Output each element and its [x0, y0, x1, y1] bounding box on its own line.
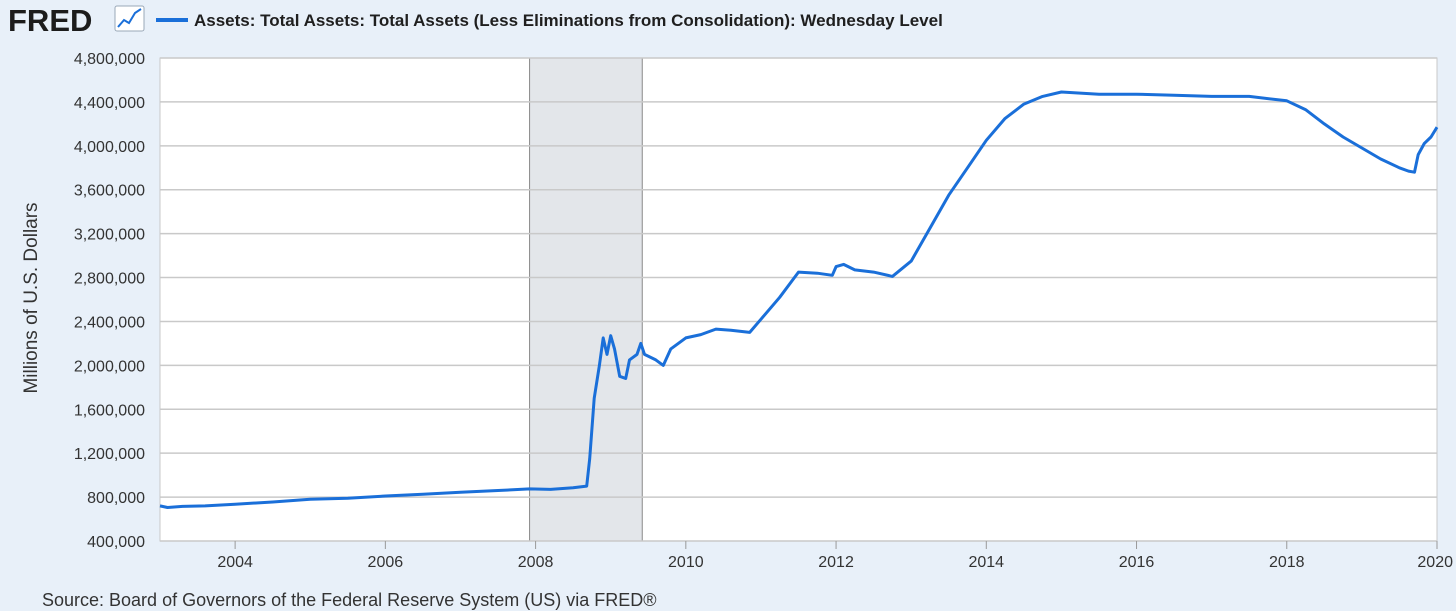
- y-tick-label: 1,200,000: [74, 446, 145, 463]
- y-axis-ticks: 400,000 800,000 1,200,000 1,600,000 2,000,00…: [74, 51, 145, 551]
- x-tick-label: 2010: [668, 554, 704, 571]
- y-tick-label: 800,000: [87, 490, 145, 507]
- y-tick-label: 3,200,000: [74, 227, 145, 244]
- x-tick-label: 2016: [1119, 554, 1155, 571]
- y-tick-label: 3,600,000: [74, 183, 145, 200]
- y-tick-label: 2,000,000: [74, 358, 145, 375]
- y-tick-label: 400,000: [87, 534, 145, 551]
- series-layer: [159, 90, 1439, 509]
- fred-logo-text: FRED: [8, 3, 92, 38]
- y-tick-label: 4,400,000: [74, 95, 145, 112]
- y-tick-label: 4,000,000: [74, 139, 145, 156]
- x-tick-label: 2014: [968, 554, 1004, 571]
- source-note: Source: Board of Governors of the Federa…: [42, 590, 657, 610]
- y-tick-label: 4,800,000: [74, 51, 145, 68]
- y-tick-label: 1,600,000: [74, 402, 145, 419]
- recession-shading: [529, 58, 643, 541]
- line-chart-icon: [114, 5, 145, 32]
- x-tick-label: 2006: [368, 554, 404, 571]
- x-tick-label: 2004: [217, 554, 253, 571]
- x-tick-label: 2018: [1269, 554, 1305, 571]
- plot-area: [159, 57, 1438, 542]
- x-axis-ticks: 2004 2006 2008 2010 2012 2014 2016 2018 2020: [217, 541, 1453, 571]
- gridlines: [160, 57, 1437, 542]
- series-line: [159, 90, 1439, 509]
- x-tick-label: 2012: [818, 554, 854, 571]
- x-tick-label: 2008: [518, 554, 554, 571]
- x-tick-label: 2020: [1417, 554, 1453, 571]
- y-axis-title: Millions of U.S. Dollars: [21, 202, 42, 393]
- recession-band: [529, 58, 643, 541]
- y-tick-label: 2,800,000: [74, 271, 145, 288]
- legend-series-label: Assets: Total Assets: Total Assets (Less…: [194, 11, 943, 30]
- y-tick-label: 2,400,000: [74, 314, 145, 331]
